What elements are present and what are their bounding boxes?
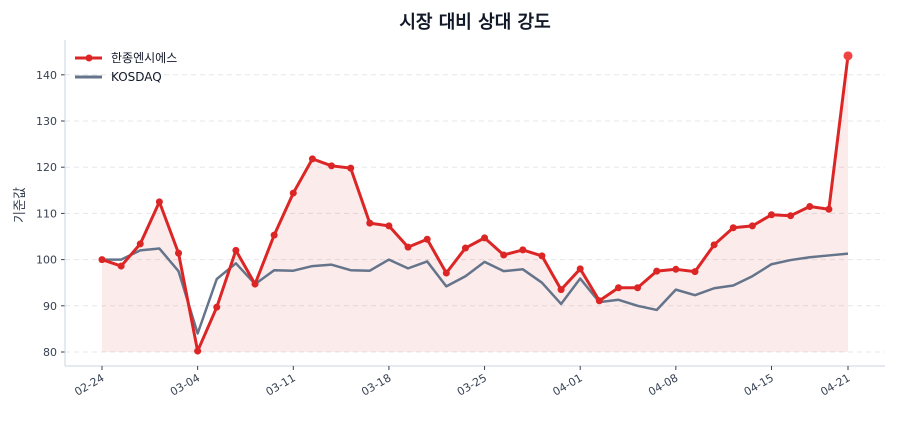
data-point [710,241,718,249]
data-point [194,347,202,355]
data-point [729,224,737,232]
data-point [423,235,431,243]
data-point [328,162,336,170]
data-point [691,268,699,276]
data-point [175,249,183,257]
data-point [806,202,814,210]
data-point [213,303,221,311]
y-tick-label: 130 [36,115,57,128]
data-point [787,212,795,220]
data-point [155,198,163,206]
data-point [653,267,661,275]
data-point [270,231,278,239]
data-point [767,211,775,219]
x-tick-label: 04-08 [646,371,680,398]
x-tick-label: 03-11 [264,371,298,398]
x-tick-label: 03-18 [359,371,393,398]
data-point [404,243,412,251]
data-point [614,284,622,292]
data-point [672,265,680,273]
y-tick-label: 90 [43,300,57,313]
legend-label-series-2: KOSDAQ [111,70,162,84]
data-point [595,297,603,305]
data-point [538,252,546,260]
data-point [748,222,756,230]
y-tick-label: 120 [36,161,57,174]
data-point [98,256,106,264]
data-point [843,51,853,61]
y-tick-label: 100 [36,254,57,267]
data-point [366,219,374,227]
chart-title: 시장 대비 상대 강도 [399,12,550,33]
gridlines [65,74,885,353]
data-point [117,262,125,270]
data-point [634,284,642,292]
x-tick-label: 03-25 [455,371,489,398]
data-point [347,164,355,172]
x-tick-label: 02-24 [72,371,106,398]
y-tick-label: 110 [36,207,57,220]
legend: 한종엔시에스 KOSDAQ [75,51,177,84]
data-point [251,280,259,288]
data-point [136,240,144,248]
data-point [519,246,527,254]
legend-label-series-1: 한종엔시에스 [111,51,177,65]
x-tick-label: 04-01 [551,371,585,398]
data-point [289,189,297,197]
y-tick-label: 80 [43,346,57,359]
data-point [481,234,489,242]
data-point [385,222,393,230]
series-line-1 [101,55,850,353]
series-lines [98,51,853,355]
data-point [232,246,240,254]
x-tick-label: 04-15 [742,371,776,398]
y-axis-label: 기준값 [13,187,28,223]
area-fill [102,55,848,352]
data-point [500,251,508,259]
y-tick-label: 140 [36,69,57,82]
data-point [442,269,450,277]
x-tick-label: 03-04 [168,371,202,398]
data-point [461,244,469,252]
data-point [308,155,316,163]
data-point [576,265,584,273]
data-point [557,286,565,294]
series-line-2 [102,247,849,335]
x-tick-label: 04-21 [818,371,852,398]
data-point [825,205,833,213]
series-area-fill [102,55,848,352]
